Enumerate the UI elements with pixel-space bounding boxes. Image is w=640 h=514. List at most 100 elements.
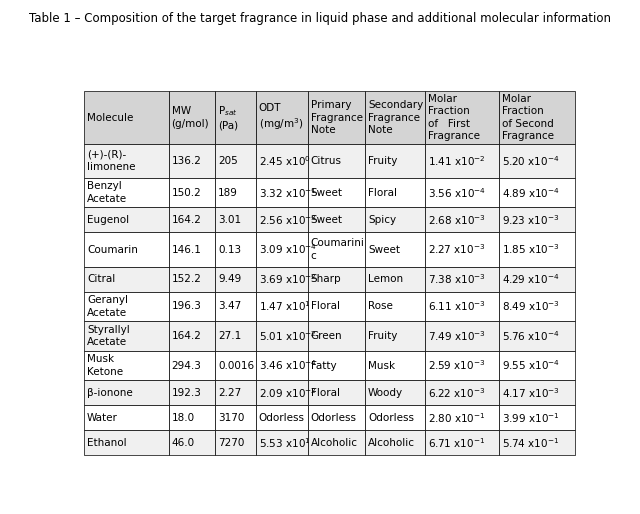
Bar [499, 430, 575, 455]
Bar [308, 208, 365, 232]
Text: Fruity: Fruity [368, 156, 397, 166]
Text: 5.20 x10$^{-4}$: 5.20 x10$^{-4}$ [502, 154, 559, 168]
Bar [365, 208, 425, 232]
Text: Sweet: Sweet [368, 245, 400, 254]
Text: Spicy: Spicy [368, 215, 396, 225]
Bar [256, 380, 308, 406]
Text: 3.09 x10$^{-4}$: 3.09 x10$^{-4}$ [259, 243, 317, 256]
Bar [308, 291, 365, 321]
Bar [308, 91, 365, 144]
Text: Fruity: Fruity [368, 331, 397, 341]
Bar [425, 232, 499, 267]
Text: 164.2: 164.2 [172, 215, 202, 225]
Text: 5.53 x10$^{1}$: 5.53 x10$^{1}$ [259, 436, 310, 450]
Bar [499, 321, 575, 351]
Bar [168, 91, 215, 144]
Bar [256, 91, 308, 144]
Bar [84, 380, 168, 406]
Text: Floral: Floral [310, 388, 340, 398]
Bar [168, 208, 215, 232]
Text: Lemon: Lemon [368, 274, 403, 284]
Text: Coumarini
c: Coumarini c [310, 238, 365, 261]
Bar [308, 321, 365, 351]
Text: 3.56 x10$^{-4}$: 3.56 x10$^{-4}$ [428, 186, 486, 199]
Bar [308, 178, 365, 208]
Bar [499, 291, 575, 321]
Text: Geranyl
Acetate: Geranyl Acetate [87, 295, 128, 318]
Bar [308, 267, 365, 291]
Bar [215, 406, 256, 430]
Text: Musk
Ketone: Musk Ketone [87, 354, 123, 377]
Text: 4.17 x10$^{-3}$: 4.17 x10$^{-3}$ [502, 386, 559, 400]
Text: 2.09 x10$^{-2}$: 2.09 x10$^{-2}$ [259, 386, 317, 400]
Bar [215, 178, 256, 208]
Bar [365, 430, 425, 455]
Bar [256, 232, 308, 267]
Text: 192.3: 192.3 [172, 388, 202, 398]
Bar [425, 208, 499, 232]
Bar [84, 178, 168, 208]
Bar [168, 321, 215, 351]
Bar [168, 267, 215, 291]
Bar [84, 430, 168, 455]
Bar [256, 178, 308, 208]
Text: 5.76 x10$^{-4}$: 5.76 x10$^{-4}$ [502, 329, 559, 343]
Bar [308, 351, 365, 380]
Bar [84, 267, 168, 291]
Text: Odorless: Odorless [368, 413, 414, 423]
Text: Benzyl
Acetate: Benzyl Acetate [87, 181, 127, 204]
Text: 8.49 x10$^{-3}$: 8.49 x10$^{-3}$ [502, 300, 559, 314]
Text: 189: 189 [218, 188, 238, 198]
Text: 6.22 x10$^{-3}$: 6.22 x10$^{-3}$ [428, 386, 485, 400]
Text: 7.38 x10$^{-3}$: 7.38 x10$^{-3}$ [428, 272, 486, 286]
Bar [365, 351, 425, 380]
Bar [425, 291, 499, 321]
Bar [215, 232, 256, 267]
Text: Sharp: Sharp [310, 274, 341, 284]
Bar [308, 380, 365, 406]
Bar [425, 380, 499, 406]
Text: 2.56 x10$^{-3}$: 2.56 x10$^{-3}$ [259, 213, 317, 227]
Bar [84, 208, 168, 232]
Text: Floral: Floral [368, 188, 397, 198]
Text: Water: Water [87, 413, 118, 423]
Bar [256, 406, 308, 430]
Text: 294.3: 294.3 [172, 361, 202, 371]
Text: 6.71 x10$^{-1}$: 6.71 x10$^{-1}$ [428, 436, 485, 450]
Text: Citrus: Citrus [310, 156, 342, 166]
Text: 9.49: 9.49 [218, 274, 241, 284]
Text: 2.59 x10$^{-3}$: 2.59 x10$^{-3}$ [428, 359, 485, 373]
Bar [168, 406, 215, 430]
Bar [84, 291, 168, 321]
Text: 1.41 x10$^{-2}$: 1.41 x10$^{-2}$ [428, 154, 486, 168]
Text: Rose: Rose [368, 301, 393, 311]
Bar [499, 406, 575, 430]
Bar [84, 406, 168, 430]
Text: 0.13: 0.13 [218, 245, 241, 254]
Bar [215, 208, 256, 232]
Text: Floral: Floral [310, 301, 340, 311]
Text: 146.1: 146.1 [172, 245, 202, 254]
Text: 5.01 x10$^{-2}$: 5.01 x10$^{-2}$ [259, 329, 317, 343]
Text: Molar
Fraction
of   First
Fragrance: Molar Fraction of First Fragrance [428, 94, 480, 141]
Text: 205: 205 [218, 156, 237, 166]
Text: 46.0: 46.0 [172, 438, 195, 448]
Bar [365, 321, 425, 351]
Bar [84, 321, 168, 351]
Bar [256, 321, 308, 351]
Bar [215, 291, 256, 321]
Bar [365, 267, 425, 291]
Bar [425, 351, 499, 380]
Text: 3170: 3170 [218, 413, 244, 423]
Text: Sweet: Sweet [310, 215, 342, 225]
Bar [499, 380, 575, 406]
Bar [308, 406, 365, 430]
Bar [168, 380, 215, 406]
Text: Odorless: Odorless [259, 413, 305, 423]
Text: Table 1 – Composition of the target fragrance in liquid phase and additional mol: Table 1 – Composition of the target frag… [29, 12, 611, 25]
Text: Ethanol: Ethanol [87, 438, 127, 448]
Text: 3.32 x10$^{-1}$: 3.32 x10$^{-1}$ [259, 186, 317, 199]
Text: MW
(g/mol): MW (g/mol) [172, 106, 209, 128]
Text: 4.29 x10$^{-4}$: 4.29 x10$^{-4}$ [502, 272, 559, 286]
Bar [425, 144, 499, 178]
